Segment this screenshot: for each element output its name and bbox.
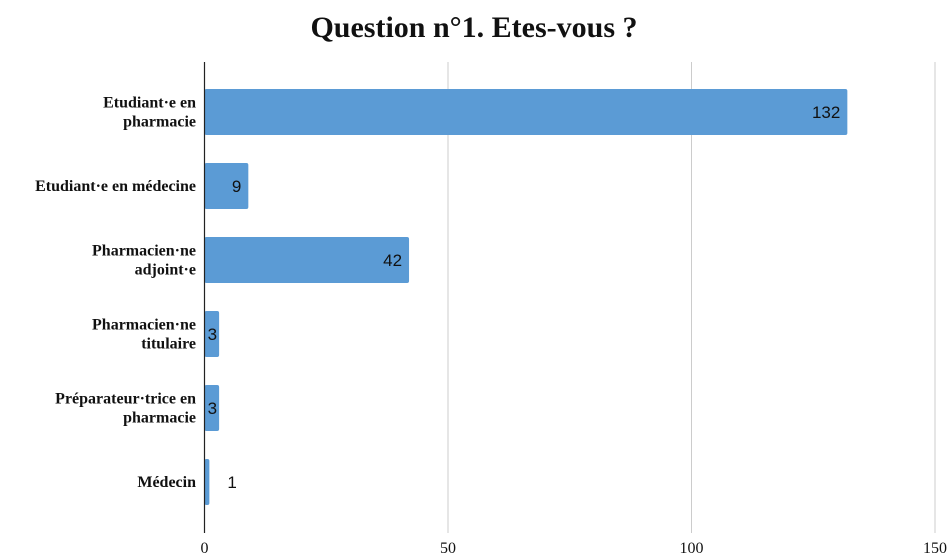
x-tick-label: 0 bbox=[201, 540, 209, 555]
category-label: Médecin bbox=[137, 474, 196, 491]
data-labels: 132 9 42 3 3 1 bbox=[208, 103, 841, 492]
data-label: 3 bbox=[208, 325, 217, 344]
bar bbox=[204, 163, 249, 209]
data-label: 132 bbox=[812, 103, 840, 122]
x-tick-label: 150 bbox=[923, 540, 947, 555]
bar bbox=[204, 459, 210, 505]
gridlines bbox=[447, 62, 936, 533]
category-labels: Etudiant·e en pharmacie Etudiant·e en méde… bbox=[35, 95, 196, 492]
data-label: 42 bbox=[383, 251, 402, 270]
x-axis-tick-labels: 0 50 100 150 bbox=[201, 540, 948, 555]
data-label: 3 bbox=[208, 399, 217, 418]
category-label: Pharmacien·ne titulaire bbox=[92, 317, 196, 353]
x-tick-label: 50 bbox=[440, 540, 456, 555]
bar bbox=[204, 311, 220, 357]
category-label: Etudiant·e en pharmacie bbox=[103, 95, 196, 131]
x-tick-label: 100 bbox=[680, 540, 704, 555]
bars bbox=[204, 89, 848, 505]
bar bbox=[204, 237, 410, 283]
category-label: Pharmacien·ne adjoint·e bbox=[92, 243, 196, 279]
data-label: 1 bbox=[227, 473, 236, 492]
data-label: 9 bbox=[232, 177, 241, 196]
category-label: Préparateur·trice en pharmacie bbox=[55, 391, 196, 427]
bar bbox=[204, 385, 220, 431]
bar bbox=[204, 89, 848, 135]
category-label: Etudiant·e en médecine bbox=[35, 178, 196, 195]
chart-title: Question n°1. Etes-vous ? bbox=[310, 11, 637, 44]
